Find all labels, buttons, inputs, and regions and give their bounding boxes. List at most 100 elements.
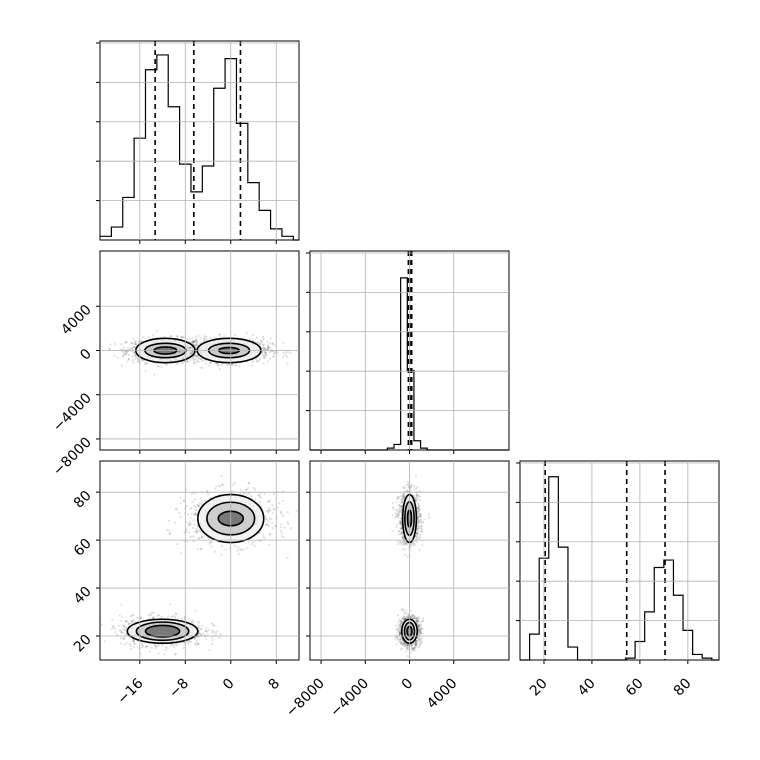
scatter-point (165, 341, 168, 344)
scatter-point (103, 640, 106, 643)
scatter-point (405, 645, 409, 648)
histogram-bar-2-3 (549, 477, 559, 660)
scatter-point (210, 642, 214, 645)
scatter-point (399, 623, 403, 626)
scatter-point (415, 619, 418, 622)
scatter-point (268, 509, 271, 512)
scatter-point (164, 646, 168, 649)
scatter-point (416, 639, 419, 642)
scatter-point (199, 366, 202, 369)
scatter-point (421, 632, 424, 635)
scatter-point (192, 360, 196, 363)
scatter-point (398, 631, 401, 634)
scatter-point (231, 483, 235, 486)
scatter-point (172, 614, 175, 617)
scatter-point (279, 512, 283, 515)
scatter-point (396, 614, 400, 617)
scatter-point (276, 351, 279, 354)
scatter-point (212, 623, 215, 626)
scatter-point (406, 616, 409, 620)
scatter-point (120, 619, 123, 622)
scatter-point (201, 535, 204, 538)
scatter-point (189, 507, 192, 510)
scatter-point (248, 338, 251, 341)
scatter-point (152, 334, 155, 337)
scatter-point (248, 492, 251, 495)
scatter-point (407, 483, 410, 486)
scatter-point (167, 519, 170, 522)
scatter-point (137, 358, 140, 362)
scatter-point (198, 537, 201, 540)
scatter-point (258, 495, 261, 498)
scatter-point (393, 516, 396, 519)
scatter-point (152, 616, 155, 619)
scatter-point (124, 340, 127, 343)
scatter-point (193, 340, 196, 343)
scatter-point (257, 494, 260, 497)
scatter-point (263, 351, 267, 354)
scatter-point (410, 645, 413, 648)
histogram-bar-0-2 (123, 197, 134, 240)
scatter-point (121, 355, 124, 358)
scatter-point (263, 347, 266, 351)
scatter-point (414, 649, 417, 652)
scatter-point (399, 636, 403, 639)
scatter-point (258, 342, 261, 345)
scatter-point (199, 530, 202, 533)
scatter-point (198, 505, 201, 508)
scatter-point (217, 365, 220, 368)
scatter-point (206, 489, 209, 492)
scatter-point (412, 541, 415, 544)
scatter-point (325, 529, 327, 531)
scatter-point (120, 364, 123, 367)
scatter-point (270, 518, 273, 521)
scatter-point (410, 649, 413, 652)
scatter-point (200, 627, 203, 631)
scatter-point (185, 520, 188, 523)
scatter-point (207, 364, 210, 367)
scatter-point (122, 624, 125, 627)
scatter-point (245, 488, 248, 491)
scatter-point (122, 354, 125, 357)
scatter-point (189, 535, 192, 538)
scatter-point (415, 538, 418, 541)
scatter-point (204, 362, 208, 365)
scatter-point (118, 614, 121, 617)
scatter-point (219, 633, 222, 636)
scatter-point (263, 347, 266, 350)
scatter-point (191, 345, 194, 349)
scatter-point (196, 620, 199, 623)
histogram-bar-2-1 (530, 634, 540, 660)
scatter-point (195, 530, 198, 533)
scatter-point (194, 344, 197, 347)
scatter-point (175, 362, 179, 365)
scatter-point (195, 341, 198, 344)
scatter-point (267, 345, 270, 349)
scatter-point (418, 640, 421, 643)
scatter-point (192, 358, 195, 361)
scatter-point (227, 363, 230, 366)
scatter-point (257, 494, 261, 497)
y-tick-label-2-20: 20 (71, 632, 95, 656)
scatter-point (186, 504, 189, 508)
scatter-point (420, 636, 423, 639)
scatter-point (141, 644, 144, 648)
scatter-point (247, 481, 251, 484)
scatter-point (191, 344, 194, 347)
scatter-point (240, 547, 243, 551)
scatter-point (230, 363, 233, 366)
scatter-point (404, 650, 408, 653)
scatter-point (255, 360, 259, 363)
scatter-point (134, 357, 137, 360)
scatter-point (397, 638, 400, 641)
scatter-point (193, 509, 197, 512)
scatter-point (203, 339, 206, 342)
scatter-point (196, 343, 199, 346)
scatter-point (174, 653, 177, 656)
scatter-point (282, 536, 285, 539)
x-tick-label-2-20: 20 (527, 676, 551, 700)
scatter-point (198, 632, 201, 636)
scatter-point (287, 351, 290, 354)
scatter-point (182, 641, 185, 644)
scatter-point (261, 335, 264, 338)
